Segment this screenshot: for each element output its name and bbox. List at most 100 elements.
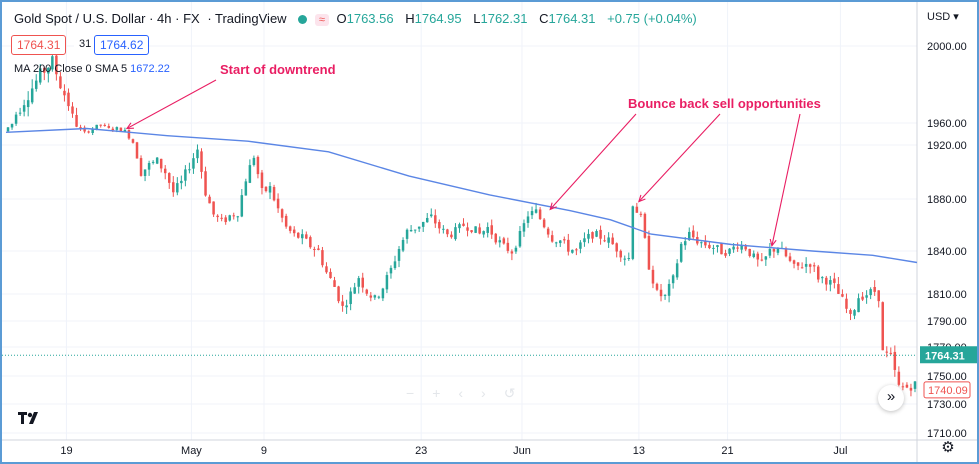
currency-label: USD — [927, 11, 951, 23]
candle-body — [740, 245, 743, 250]
tradingview-logo-icon[interactable] — [16, 409, 42, 427]
annotation-arrow-head — [549, 202, 557, 211]
candle-body — [873, 287, 876, 292]
annotation-arrow-head — [638, 194, 646, 203]
candle-body — [478, 227, 481, 234]
y-tick-label: 1730.00 — [927, 399, 967, 411]
candle-body — [764, 256, 768, 260]
candle-body — [446, 229, 449, 235]
candle-body — [837, 284, 840, 294]
candle-body — [397, 249, 401, 261]
sell-price-button[interactable]: 1764.31 — [11, 35, 67, 55]
candle-body — [6, 127, 10, 132]
low-price-label: 1740.09 — [928, 385, 968, 397]
candle-body — [526, 216, 530, 223]
market-status-icon — [298, 15, 308, 25]
candle-body — [490, 225, 493, 235]
compare-badge[interactable]: ≈ — [314, 14, 329, 26]
candle-body — [542, 219, 546, 228]
annotation-arrow — [771, 113, 801, 246]
candle-body — [220, 217, 223, 219]
candle-body — [357, 278, 360, 287]
candle-body — [607, 237, 610, 243]
candle-body — [530, 211, 534, 216]
candle-body — [466, 227, 469, 231]
candle-body — [619, 250, 622, 258]
ohlc-close-value: 1764.31 — [548, 11, 596, 26]
last-price-label: 1764.31 — [925, 350, 965, 362]
candle-body — [284, 215, 288, 227]
candle-body — [885, 351, 889, 353]
y-tick-label: 1750.00 — [927, 371, 967, 383]
candle-body — [897, 371, 901, 385]
candle-body — [361, 277, 364, 288]
candle-body — [482, 231, 485, 235]
candle-body — [567, 239, 570, 252]
candle-body — [720, 243, 723, 255]
candle-body — [506, 242, 510, 251]
candle-body — [51, 56, 54, 70]
buy-price-button[interactable]: 1764.62 — [94, 35, 150, 55]
candle-body — [514, 247, 518, 252]
candle-body — [825, 277, 828, 285]
candle-body — [631, 206, 635, 259]
candle-body — [393, 261, 397, 269]
candle-body — [756, 253, 760, 260]
x-tick-label: 13 — [633, 445, 645, 457]
candle-body — [131, 139, 135, 143]
candle-body — [571, 249, 574, 253]
y-tick-label: 1920.00 — [927, 140, 967, 152]
candle-body — [349, 291, 352, 305]
candle-body — [752, 253, 755, 258]
candle-body — [200, 151, 203, 172]
ma-legend-value: 1672.22 — [130, 63, 170, 75]
candle-body — [849, 310, 852, 314]
candle-body — [99, 124, 102, 126]
candle-body — [643, 213, 647, 238]
candle-body — [67, 92, 70, 107]
candle-body — [579, 242, 582, 249]
candle-body — [10, 123, 14, 128]
candle-body — [317, 248, 320, 250]
candle-body — [470, 230, 473, 233]
y-tick-label: 1960.00 — [927, 118, 967, 130]
candle-body — [534, 209, 538, 213]
candle-body — [869, 289, 872, 296]
candle-body — [587, 233, 590, 239]
candle-body — [184, 169, 187, 181]
candle-body — [208, 196, 211, 204]
candle-body — [893, 351, 897, 370]
candle-body — [821, 277, 824, 279]
annotation-bounce-back: Bounce back sell opportunities — [628, 96, 821, 111]
candle-body — [405, 229, 409, 239]
candle-body — [655, 283, 659, 290]
candle-body — [163, 168, 167, 174]
ohlc-low: L1762.31 — [473, 11, 531, 26]
candle-body — [688, 231, 691, 241]
candle-body — [47, 67, 50, 74]
double-chevron-right-icon[interactable]: » — [878, 385, 904, 411]
candle-body — [800, 267, 804, 269]
candle-body — [260, 172, 264, 189]
candle-body — [744, 246, 747, 250]
y-tick-label: 1790.00 — [927, 316, 967, 328]
symbol-title[interactable]: Gold Spot / U.S. Dollar · 4h · FX — [14, 11, 200, 26]
candle-body — [518, 230, 522, 247]
currency-menu[interactable]: USD ▾ — [927, 11, 959, 23]
candle-body — [321, 250, 324, 266]
y-tick-label: 1840.00 — [927, 246, 967, 258]
gear-icon[interactable]: ⚙ — [941, 439, 955, 456]
candle-body — [18, 112, 22, 114]
ma-legend[interactable]: MA 200 Close 0 SMA 5 1672.22 — [14, 63, 170, 75]
candle-body — [454, 227, 457, 240]
candle-body — [413, 229, 417, 231]
candle-body — [458, 224, 461, 229]
candle-body — [143, 169, 147, 176]
y-tick-label: 2000.00 — [927, 41, 967, 53]
candle-body — [615, 243, 618, 252]
candle-body — [159, 158, 163, 169]
candle-body — [236, 216, 240, 218]
candle-body — [95, 124, 98, 130]
candle-body — [510, 251, 514, 254]
